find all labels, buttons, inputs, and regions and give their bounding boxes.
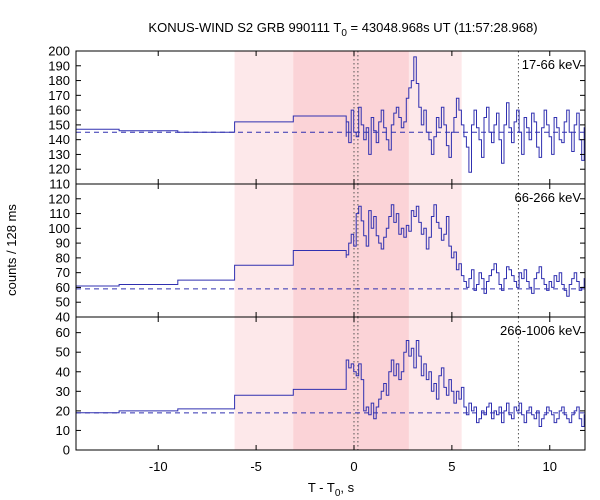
y-tick-label: 50 [56,295,70,310]
y-tick-label: 110 [49,206,70,221]
y-tick-label: 120 [48,191,70,206]
chart-title: KONUS-WIND S2 GRB 990111 T0 = 43048.968s… [148,20,537,39]
y-tick-label: 90 [56,236,70,251]
panel-3: 0 10 20 30 40 50 60 266-1006 keV [56,316,586,458]
y-tick-label: 50 [56,345,70,360]
y-tick-label: 100 [48,221,70,236]
x-tick-label: -5 [250,459,262,474]
y-tick-label: 60 [56,280,70,295]
y-tick-label: 40 [56,310,70,325]
count-rate-series [76,56,585,173]
panel-frame [75,316,586,451]
y-tick-label: 40 [56,364,70,379]
y-tick-label: 110 [49,177,70,192]
y-tick-label: 30 [56,384,70,399]
y-tick-label: 170 [48,88,70,103]
y-tick-label: 160 [48,103,70,118]
y-tick-label: 70 [56,265,70,280]
shaded-region-dark [293,317,409,450]
x-tick-label: -10 [149,459,168,474]
y-tick-label: 150 [48,117,70,132]
x-axis-label: T - T0, s [308,480,355,499]
count-rate-series [76,204,585,297]
y-tick-label: 180 [48,73,70,88]
y-tick-label: 190 [48,58,70,73]
y-tick-label: 140 [48,132,70,147]
energy-band-label: 266-1006 keV [500,323,581,338]
count-rate-series [76,340,585,427]
y-axis-label: counts / 128 ms [4,204,19,296]
y-tick-label: 80 [56,250,70,265]
y-tick-label: 10 [56,423,70,438]
x-tick-label: 10 [543,459,557,474]
y-tick-label: 60 [56,325,70,340]
y-tick-label: 0 [63,443,70,458]
energy-band-label: 66-266 keV [515,190,582,205]
y-tick-label: 130 [48,147,70,162]
x-tick-label: 5 [448,459,455,474]
y-tick-label: 120 [48,162,70,177]
x-tick-label: 0 [350,459,357,474]
y-tick-label: 20 [56,403,70,418]
y-tick-label: 200 [48,44,70,59]
energy-band-label: 17-66 keV [522,57,582,72]
